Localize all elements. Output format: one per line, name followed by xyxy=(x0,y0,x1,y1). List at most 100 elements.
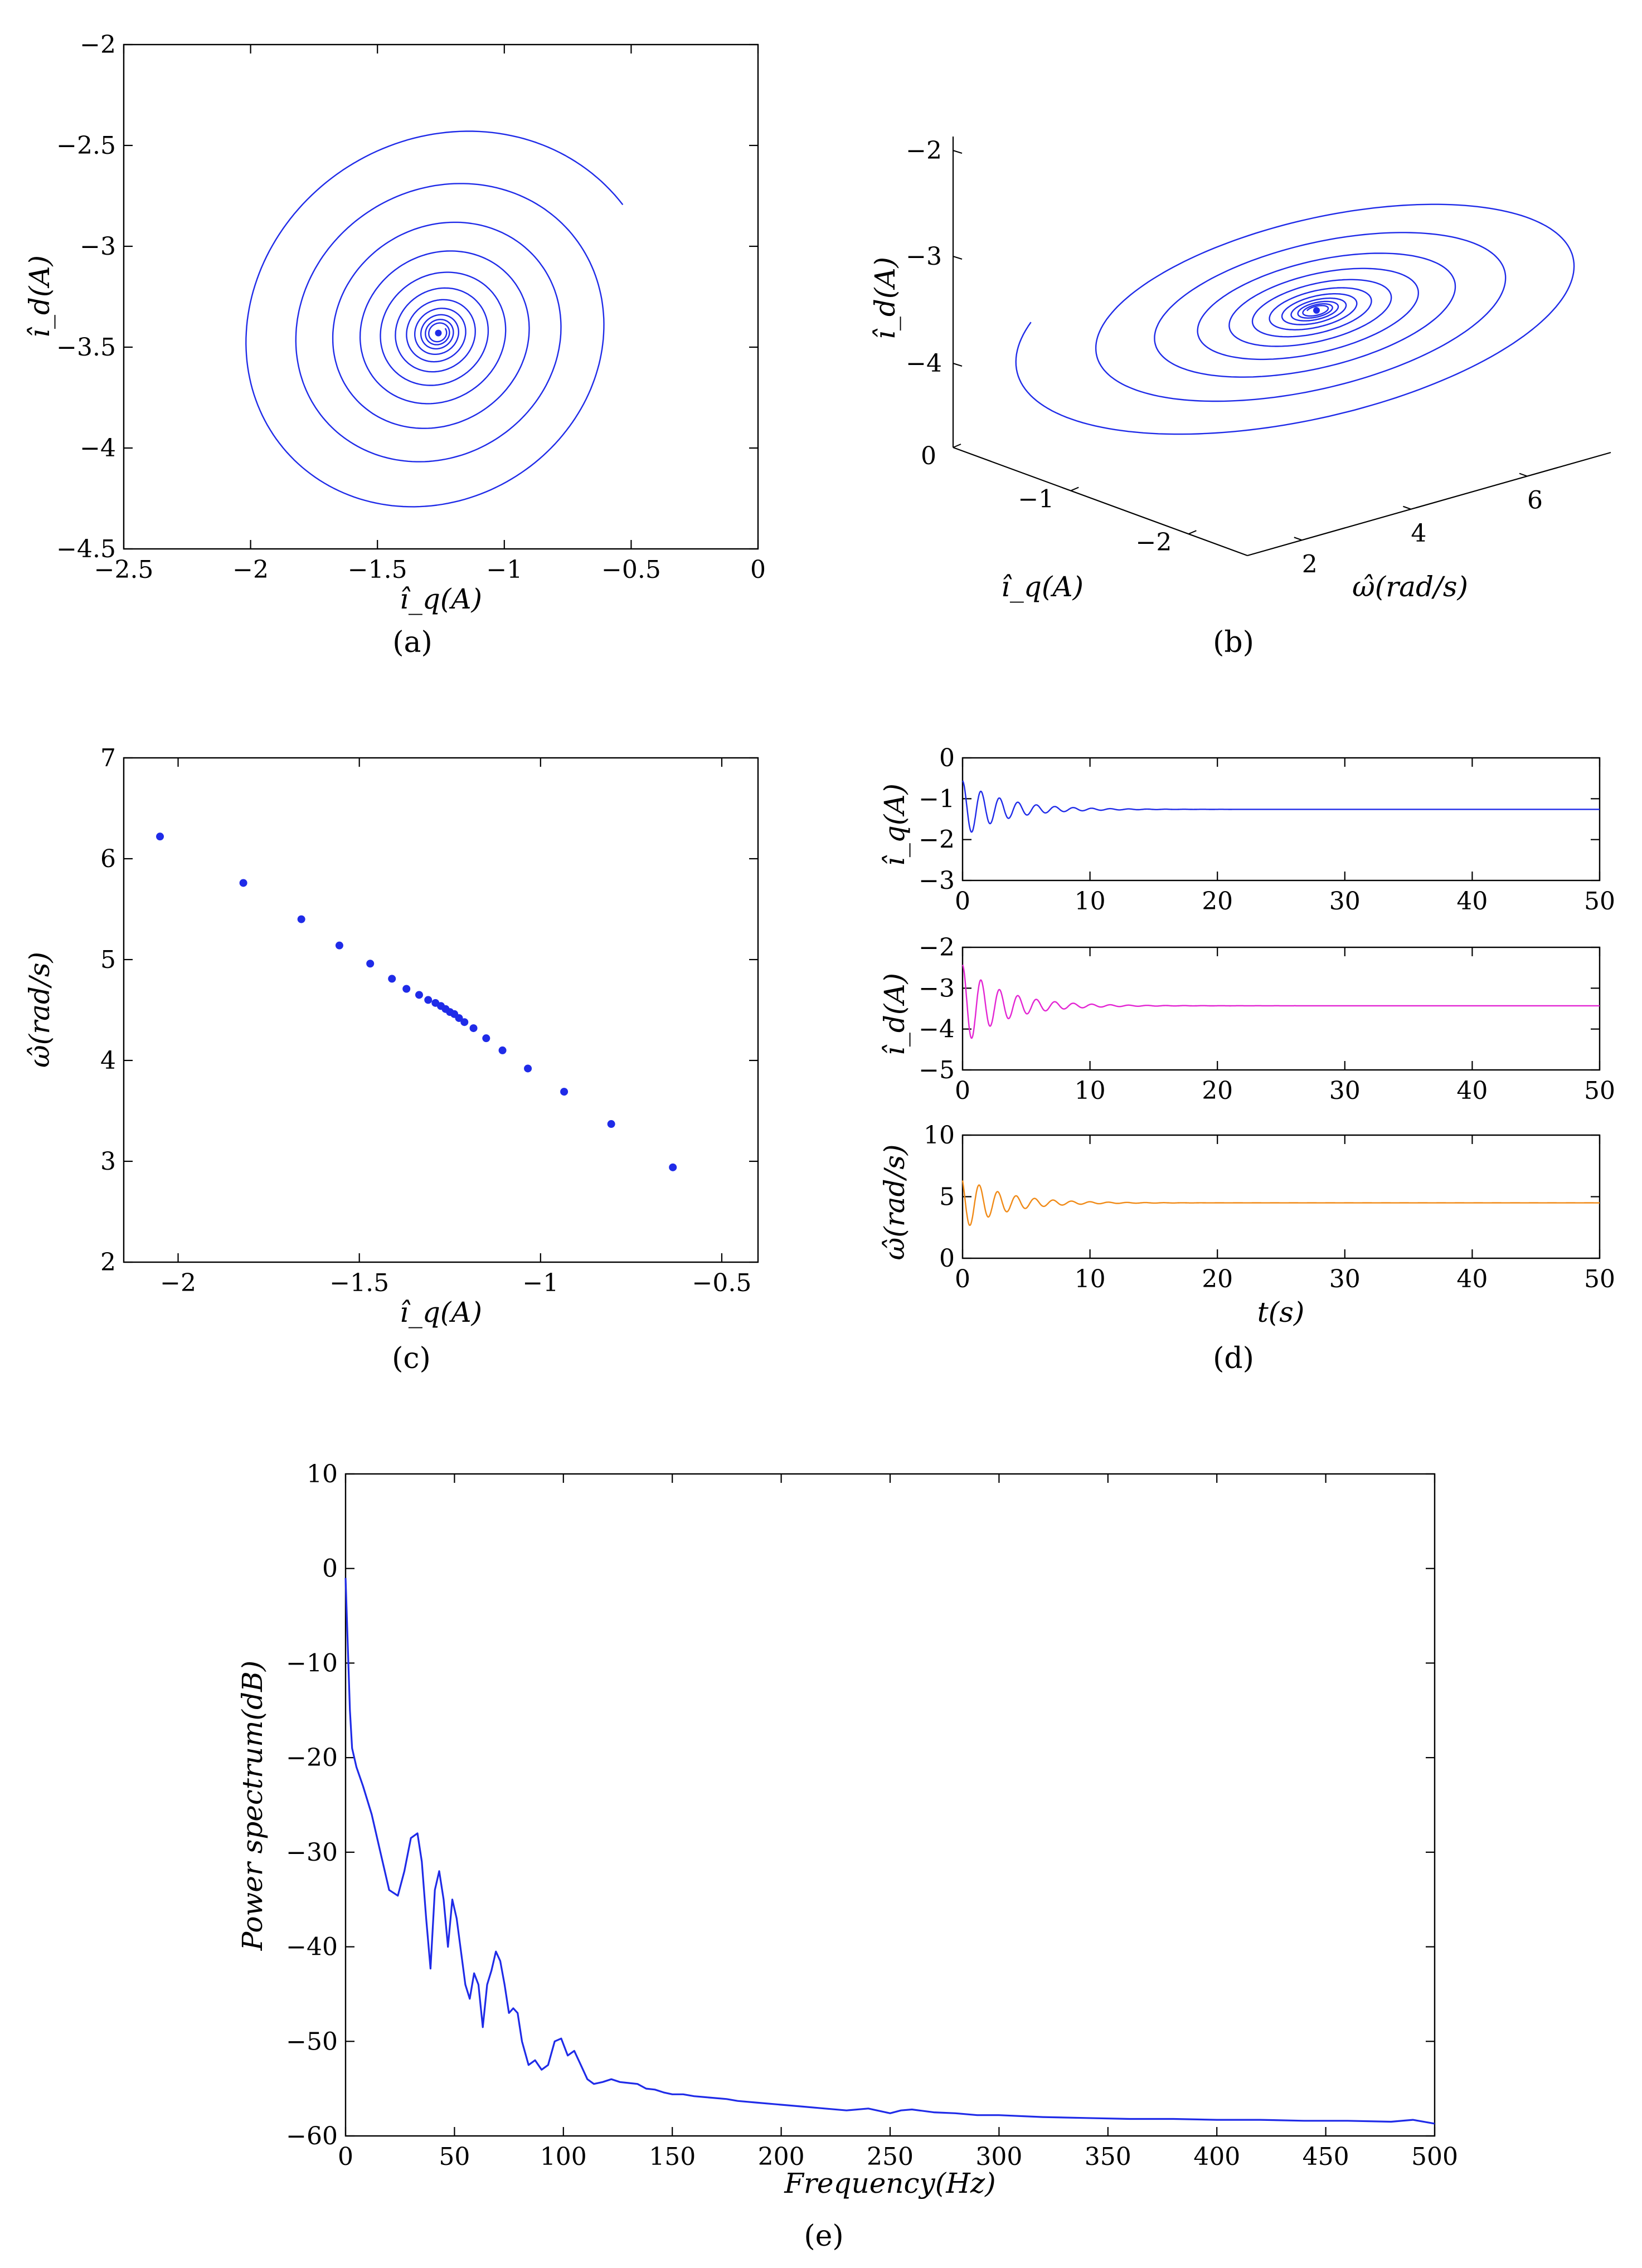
a-axes-box xyxy=(123,43,759,550)
b-center-point xyxy=(1313,307,1320,314)
b-iq-label: î_q(A) xyxy=(1001,571,1084,603)
e-xtick-label: 250 xyxy=(867,2143,914,2171)
d-id-xtick-label: 0 xyxy=(955,1077,970,1105)
e-axes-box xyxy=(344,1473,1436,2137)
a-center-point xyxy=(435,329,442,337)
b-id-tick-label: −3 xyxy=(906,242,942,271)
a-ytick-label: −4.5 xyxy=(56,535,116,563)
a-xlabel: î_q(A) xyxy=(400,583,482,615)
d-id-xtick-label: 20 xyxy=(1202,1077,1233,1105)
e-ylabel: Power spectrum(dB) xyxy=(236,1661,269,1951)
d-omega-ylabel: ω̂(rad/s) xyxy=(878,1144,911,1260)
e-xtick-label: 0 xyxy=(338,2143,353,2171)
c-ytick-label: 3 xyxy=(100,1147,116,1176)
d-id-ytick-label: −3 xyxy=(919,974,955,1002)
d-id-ylabel: î_d(A) xyxy=(878,973,911,1055)
b-id-tick xyxy=(953,150,963,154)
d-iq-ytick-label: −3 xyxy=(919,867,955,895)
e-xtick-label: 200 xyxy=(758,2143,805,2171)
c-ylabel: ω̂(rad/s) xyxy=(23,952,56,1068)
c-data-point xyxy=(415,991,423,999)
a-spiral-line xyxy=(245,130,624,508)
d-id-series-line xyxy=(961,964,1600,1039)
c-ytick-label: 2 xyxy=(100,1248,116,1277)
e-xtick-label: 100 xyxy=(540,2143,587,2171)
d-id-xtick-label: 40 xyxy=(1456,1077,1488,1105)
c-data-point xyxy=(560,1088,569,1096)
panel-c-poincare-map: −2 −1.5 −1 −0.5 7 6 5 4 3 2 î_q(A) ω̂(rad/s) (c) xyxy=(23,744,759,1375)
d-omega-ytick-label: 0 xyxy=(939,1244,955,1273)
a-ytick-label: −3.5 xyxy=(56,333,116,362)
d-caption: (d) xyxy=(1213,1342,1254,1375)
b-omega-axis xyxy=(1247,451,1611,557)
c-data-point xyxy=(297,915,305,923)
e-ytick-label: 10 xyxy=(307,1460,338,1488)
a-xtick-label: −1.5 xyxy=(348,556,407,584)
e-xlabel: Frequency(Hz) xyxy=(784,2167,995,2199)
b-omega-tick-label: 6 xyxy=(1527,486,1543,515)
a-ytick-label: −2 xyxy=(80,31,116,59)
d-iq-xtick-label: 30 xyxy=(1329,887,1361,916)
d-xlabel: t(s) xyxy=(1257,1296,1305,1328)
a-ytick-label: −2.5 xyxy=(56,132,116,160)
e-ytick-label: −40 xyxy=(286,1933,338,1962)
c-xtick-label: −2 xyxy=(160,1269,196,1297)
c-data-point xyxy=(469,1024,478,1033)
b-omega-tick xyxy=(1294,537,1303,541)
b-iq-axis xyxy=(953,446,1248,557)
e-ytick-label: −10 xyxy=(286,1649,338,1677)
a-ylabel: î_d(A) xyxy=(23,255,56,338)
d-iq-ytick-label: −2 xyxy=(919,826,955,854)
b-id-tick xyxy=(953,363,963,367)
panel-b-3d-trajectory: −2 −3 −4 0 −1 −2 2 4 6 ω̂(rad/s) î_q(A) î_d(A) (b) xyxy=(869,137,1611,659)
d-id-ytick-label: −4 xyxy=(919,1015,955,1044)
d-iq-axes-box xyxy=(961,757,1601,882)
c-data-point xyxy=(388,975,396,983)
d-iq-xtick-label: 10 xyxy=(1075,887,1106,916)
b-omega-tick-label: 4 xyxy=(1411,519,1426,548)
e-ytick-label: −60 xyxy=(286,2122,338,2150)
c-xtick-label: −1.5 xyxy=(329,1269,389,1297)
c-data-point xyxy=(402,985,411,993)
d-id-xtick-label: 50 xyxy=(1584,1077,1615,1105)
e-xtick-label: 350 xyxy=(1085,2143,1131,2171)
b-id-tick-label: −4 xyxy=(906,349,942,378)
d-iq-xtick-label: 20 xyxy=(1202,887,1233,916)
d-omega-axes-box xyxy=(961,1134,1601,1259)
d-id-ytick-label: −2 xyxy=(919,933,955,962)
a-ytick-label: −3 xyxy=(80,232,116,261)
b-id-tick xyxy=(953,256,963,260)
c-data-point xyxy=(156,833,164,841)
c-data-point xyxy=(669,1163,677,1171)
c-ytick-label: 6 xyxy=(100,845,116,873)
d-omega-ytick-label: 10 xyxy=(924,1121,955,1150)
c-xtick-label: −0.5 xyxy=(692,1269,752,1297)
b-omega-tick xyxy=(1403,505,1411,510)
b-iq-tick xyxy=(953,444,961,448)
e-xtick-label: 50 xyxy=(439,2143,470,2171)
b-iq-tick-label: −2 xyxy=(1136,528,1172,557)
b-xlabel: ω̂(rad/s) xyxy=(1352,571,1468,603)
c-axes-box xyxy=(123,757,759,1263)
d-iq-ylabel: î_q(A) xyxy=(878,783,911,866)
a-xtick-label: 0 xyxy=(750,556,766,584)
e-xtick-label: 500 xyxy=(1411,2143,1458,2171)
d-id-xtick-label: 10 xyxy=(1075,1077,1106,1105)
a-xtick-label: −0.5 xyxy=(601,556,661,584)
c-data-point xyxy=(607,1120,615,1128)
e-xtick-label: 150 xyxy=(649,2143,696,2171)
d-iq-ytick-label: −1 xyxy=(919,785,955,813)
c-data-point xyxy=(366,960,375,968)
e-ytick-label: −20 xyxy=(286,1744,338,1772)
b-spiral-line xyxy=(1015,203,1575,435)
d-omega-ytick-label: 5 xyxy=(939,1183,955,1211)
e-spectrum-line xyxy=(344,1578,1435,2125)
a-xtick-label: −2 xyxy=(232,556,269,584)
a-ytick-label: −4 xyxy=(80,434,116,463)
panel-d-time-series: 0 10 20 30 40 500−1−2−3î_q(A)0 10 20 30 40 50−2−3−… xyxy=(878,744,1615,1375)
panel-a-phase-portrait: −2.5 −2 −1.5 −1 −0.5 0 −2 −2.5 −3 −3.5 −4 −4.5 î_q(A… xyxy=(23,31,766,659)
b-omega-tick xyxy=(1519,473,1528,477)
b-ylabel: î_d(A) xyxy=(869,257,901,339)
b-iq-tick xyxy=(1070,486,1079,491)
panel-e-power-spectrum: 0 50 100 150 200 250 300 350 400 450 500100−10−20−… xyxy=(236,1460,1458,2253)
